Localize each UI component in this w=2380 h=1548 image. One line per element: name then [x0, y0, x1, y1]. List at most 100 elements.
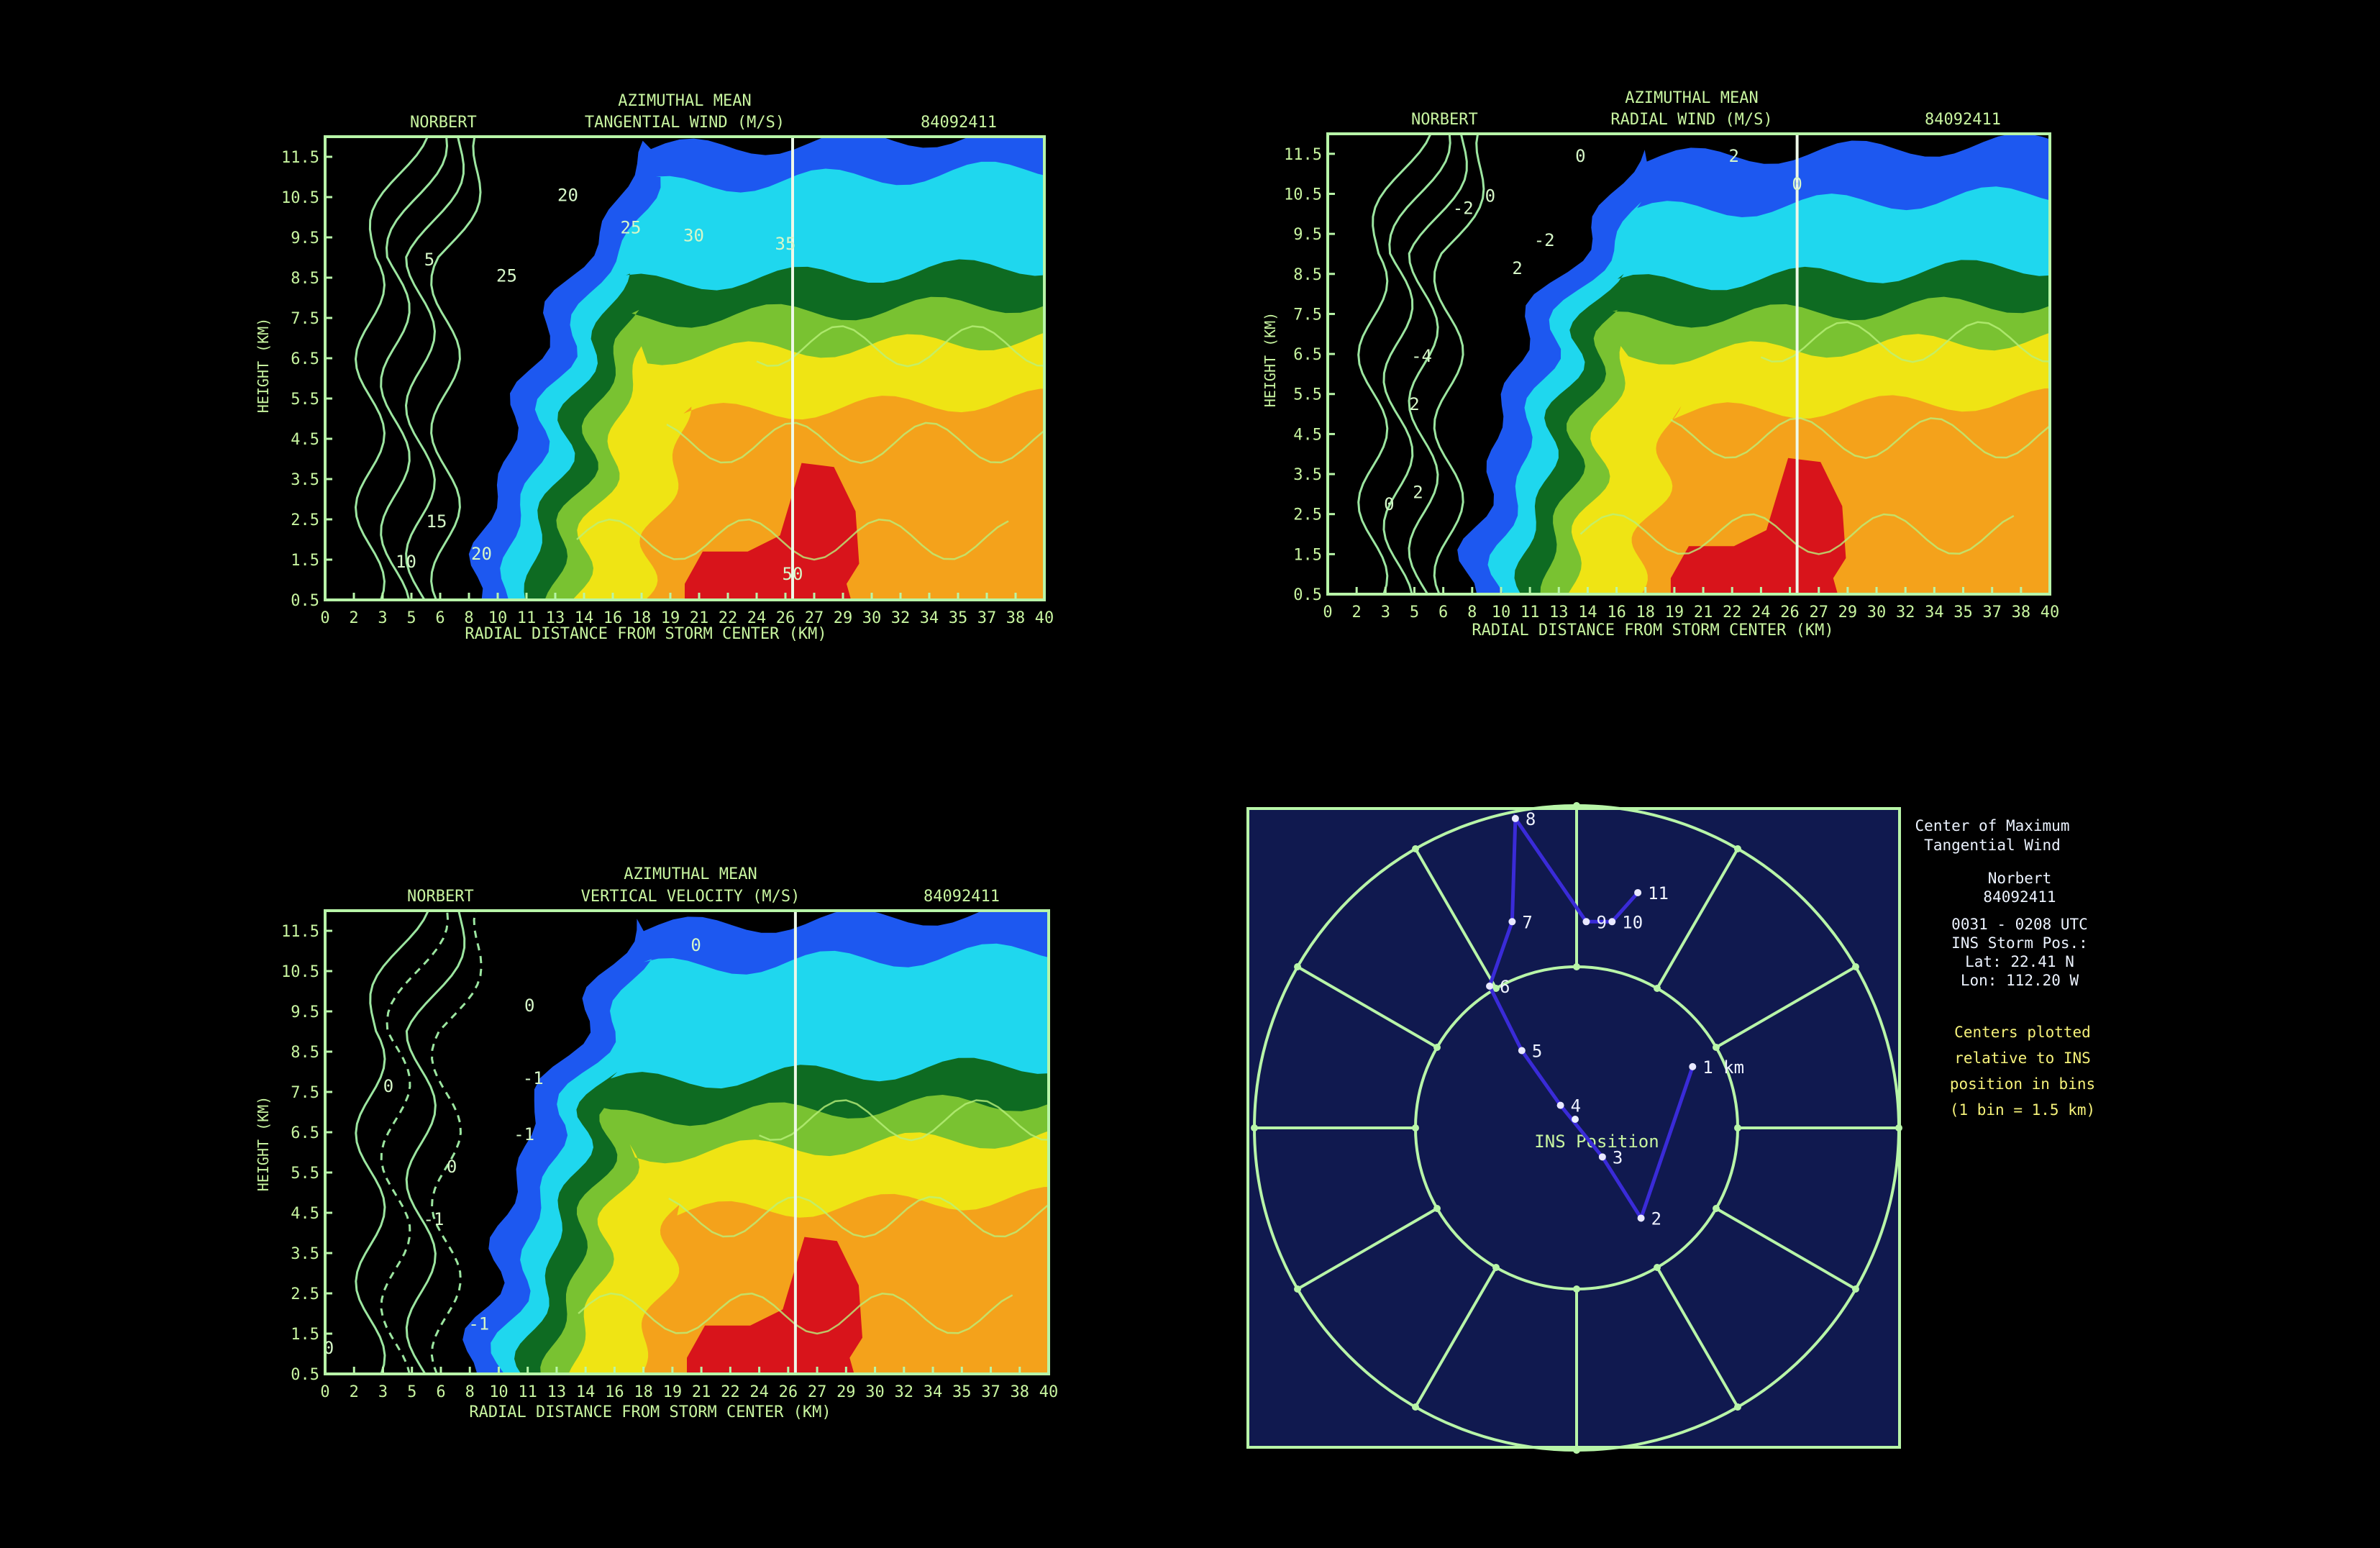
contour-label: 2: [1729, 146, 1739, 166]
x-tick-label: 18: [1636, 604, 1656, 622]
y-tick-label: 8.5: [291, 270, 319, 288]
x-tick-label: 32: [895, 1383, 914, 1401]
y-tick-label: 4.5: [1293, 426, 1322, 444]
center-point: [1598, 1153, 1606, 1161]
y-tick-label: 9.5: [291, 229, 319, 247]
center-point: [1608, 918, 1616, 926]
band-red-core: [687, 1237, 862, 1374]
band-red-core: [685, 463, 860, 600]
spoke-marker: [1492, 1263, 1500, 1271]
x-tick-label: 27: [805, 609, 824, 627]
x-tick-label: 29: [1838, 604, 1858, 622]
x-tick-label: 5: [1410, 604, 1419, 622]
x-tick-label: 14: [575, 609, 594, 627]
contour-label: -4: [1411, 346, 1432, 366]
x-tick-label: 3: [378, 609, 387, 627]
x-tick-label: 11: [518, 1383, 537, 1401]
x-tick-label: 13: [1549, 604, 1569, 622]
center-point-label: 8: [1526, 809, 1536, 829]
x-tick-label: 22: [721, 1383, 740, 1401]
x-tick-label: 21: [690, 609, 709, 627]
storm-name: NORBERT: [410, 114, 477, 132]
contour-label: 0: [1575, 146, 1585, 166]
x-tick-label: 24: [747, 609, 767, 627]
spoke-marker: [1294, 1285, 1302, 1293]
y-tick-label: 11.5: [281, 149, 319, 167]
x-tick-label: 6: [1439, 604, 1448, 622]
spoke-marker: [1895, 1124, 1902, 1132]
band-red-core: [1670, 457, 1846, 594]
y-tick-label: 2.5: [1293, 506, 1322, 524]
x-tick-label: 40: [1039, 1383, 1059, 1401]
x-tick-label: 18: [634, 1383, 653, 1401]
contour-label: 2: [1512, 258, 1522, 278]
y-tick-label: 10.5: [281, 189, 319, 207]
legend-note-line3: position in bins: [1950, 1075, 2095, 1093]
y-tick-label: 1.5: [291, 552, 319, 570]
y-tick-label: 5.5: [291, 1165, 319, 1183]
y-tick-label: 9.5: [291, 1003, 319, 1021]
contour-label: -1: [523, 1068, 544, 1088]
x-tick-label: 24: [749, 1383, 769, 1401]
center-point-label: 5: [1532, 1041, 1542, 1061]
plot-frame: [1326, 132, 2051, 596]
spoke-marker: [1573, 1447, 1580, 1454]
y-tick-label: 0.5: [1293, 586, 1322, 604]
contour-line: [405, 911, 466, 1374]
y-tick-label: 7.5: [1293, 306, 1322, 324]
contour-line: [380, 137, 449, 600]
x-tick-label: 2: [350, 1383, 359, 1401]
contour-line: [354, 137, 429, 600]
contour-label: 30: [683, 226, 704, 246]
center-point-label: 4: [1571, 1096, 1581, 1116]
spoke-marker: [1734, 1403, 1741, 1411]
contour-line: [355, 911, 429, 1374]
x-tick-label: 3: [378, 1383, 388, 1401]
legend-flight-id: 84092411: [1983, 888, 2056, 906]
y-tick-label: 1.5: [1293, 546, 1322, 564]
y-tick-label: 11.5: [1284, 146, 1322, 164]
contour-line: [1670, 417, 2050, 460]
chart-title-line1: AZIMUTHAL MEAN: [618, 92, 751, 110]
x-tick-label: 35: [952, 1383, 972, 1401]
contour-label: -1: [423, 1209, 444, 1229]
y-tick-label: 7.5: [291, 1084, 319, 1102]
y-tick-label: 9.5: [1293, 226, 1322, 244]
center-point: [1582, 918, 1590, 926]
x-tick-label: 34: [920, 609, 939, 627]
contour-line: [404, 137, 465, 600]
y-tick-label: 4.5: [291, 431, 319, 449]
y-axis-label: HEIGHT (KM): [255, 1096, 272, 1191]
x-tick-label: 21: [1694, 604, 1713, 622]
center-point-label: 11: [1648, 883, 1669, 903]
spoke-marker: [1412, 1124, 1419, 1132]
plot-frame: [324, 135, 1046, 601]
x-tick-label: 26: [776, 609, 795, 627]
x-tick-label: 19: [663, 1383, 683, 1401]
x-tick-label: 35: [949, 609, 968, 627]
x-tick-label: 11: [517, 609, 537, 627]
x-tick-label: 38: [2012, 604, 2031, 622]
spoke-marker: [1433, 1205, 1441, 1212]
contour-label: 35: [775, 234, 796, 254]
contour-label: 15: [427, 511, 447, 532]
center-point: [1508, 918, 1516, 926]
x-tick-label: 5: [407, 1383, 416, 1401]
contour-line: [1382, 134, 1451, 594]
contour-label: 2: [1413, 482, 1423, 502]
center-point-label: 9: [1596, 912, 1606, 932]
y-tick-label: 10.5: [281, 963, 319, 981]
x-tick-label: 37: [981, 1383, 1000, 1401]
x-tick-label: 37: [1982, 604, 2002, 622]
contour-label: 2: [1409, 394, 1419, 414]
x-tick-label: 16: [605, 1383, 624, 1401]
contour-label: -1: [468, 1313, 489, 1334]
contour-line: [666, 422, 1044, 464]
center-point: [1637, 1214, 1645, 1222]
storm-name: NORBERT: [407, 888, 474, 906]
legend-note-line2: relative to INS: [1954, 1050, 2091, 1067]
x-tick-label: 13: [546, 609, 565, 627]
contour-label: 20: [557, 186, 578, 206]
x-tick-label: 40: [2041, 604, 2060, 622]
